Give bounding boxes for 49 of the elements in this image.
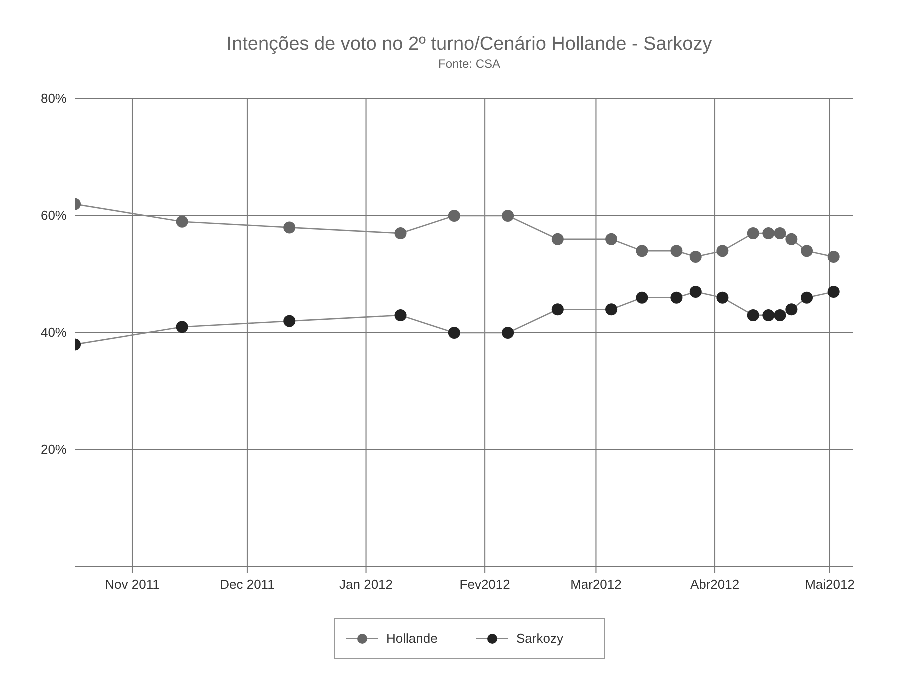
- point: [828, 286, 840, 298]
- point: [786, 233, 798, 246]
- x-tick-label: Nov 2011: [105, 577, 160, 592]
- point: [448, 210, 460, 222]
- point: [552, 233, 564, 246]
- point: [762, 228, 775, 240]
- point: [670, 245, 683, 258]
- point: [176, 216, 188, 228]
- point: [786, 304, 798, 316]
- point: [636, 245, 648, 258]
- point: [716, 245, 729, 258]
- point: [502, 210, 514, 222]
- point: [284, 222, 296, 234]
- x-tick-label: Mai2012: [805, 577, 855, 592]
- point: [690, 286, 702, 298]
- point: [690, 250, 702, 263]
- point: [774, 228, 786, 240]
- point: [448, 327, 460, 339]
- point: [284, 315, 296, 328]
- point: [502, 327, 514, 339]
- point: [762, 309, 775, 322]
- point: [552, 304, 564, 316]
- point: [176, 321, 188, 334]
- x-tick-label: Dec 2011: [220, 577, 275, 592]
- point: [670, 292, 683, 304]
- legend-label: Sarkozy: [516, 631, 564, 646]
- chart-title: Intenções de voto no 2º turno/Cenário Hollande - Sarkozy: [226, 34, 713, 55]
- point: [606, 304, 618, 316]
- x-tick-label: Fev2012: [460, 577, 510, 592]
- point: [394, 228, 407, 240]
- y-tick-label: 80%: [40, 91, 68, 106]
- chart-subtitle: Fonte: CSA: [438, 57, 501, 71]
- y-tick-label: 40%: [40, 325, 68, 340]
- x-tick-label: Abr2012: [690, 577, 740, 592]
- point: [801, 245, 814, 258]
- x-tick-label: Jan 2012: [340, 577, 394, 592]
- point: [606, 233, 618, 246]
- point: [394, 309, 407, 322]
- y-tick-label: 60%: [40, 208, 68, 223]
- x-tick-label: Mar2012: [570, 577, 622, 592]
- point: [774, 309, 786, 322]
- point: [801, 292, 814, 304]
- point: [747, 228, 760, 240]
- legend-label: Hollande: [386, 631, 438, 646]
- point: [747, 309, 760, 322]
- y-tick-label: 20%: [40, 442, 68, 457]
- point: [828, 250, 840, 263]
- point: [636, 292, 648, 304]
- point: [716, 292, 729, 304]
